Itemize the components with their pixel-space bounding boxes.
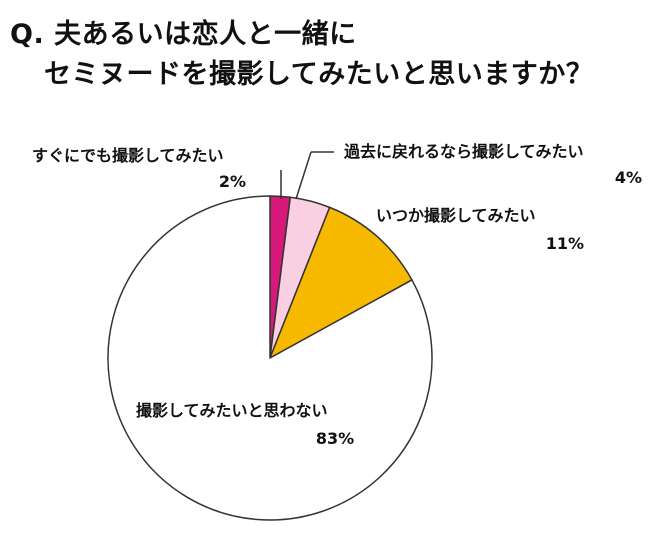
slice-label-1-name: すぐにでも撮影してみたい (32, 146, 224, 165)
slice-label-1-value: 2% (218, 172, 246, 191)
leader-lines (280, 151, 334, 200)
slice-label-3-name: いつか撮影してみたい (376, 206, 536, 225)
slice-label-2-name: 過去に戻れるなら撮影してみたい (344, 142, 584, 161)
slice-label-3-value: 11% (545, 234, 584, 253)
chart-title-line-2: セミヌードを撮影してみたいと思いますか？ (44, 59, 594, 90)
leader-line-slice-2 (295, 151, 312, 200)
slice-label-2-value: 4% (614, 168, 642, 187)
pie-slice-3 (269, 206, 413, 359)
slice-label-4-name: 撮影してみたいと思わない (136, 401, 328, 420)
chart-title-line-1: Q. 夫あるいは恋人と一緒に (10, 19, 357, 50)
pie-slices (107, 195, 433, 521)
slice-label-4-value: 83% (315, 429, 355, 448)
pie-slice-4 (107, 195, 433, 521)
